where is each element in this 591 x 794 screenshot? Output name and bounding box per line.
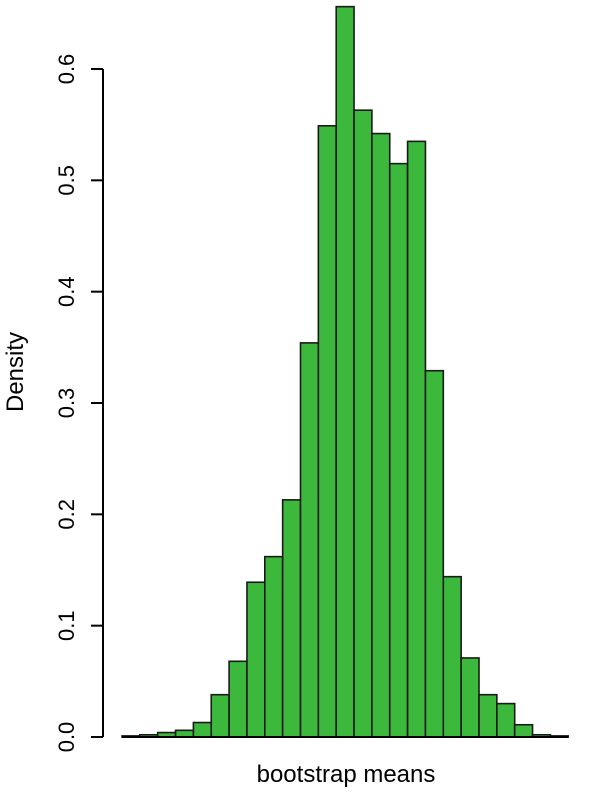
histogram-bar [513,723,534,738]
histogram-bar [388,162,409,738]
y-tick-label: 0.4 [54,276,79,307]
histogram-bar [496,702,516,738]
histogram-bars [121,5,570,738]
histogram-bar [210,693,230,738]
histogram-bar [228,660,248,738]
y-tick-label: 0.5 [54,165,79,196]
histogram-bar [406,140,427,738]
histogram-bar [478,693,498,738]
histogram-bar [281,499,302,738]
y-tick-label: 0.3 [54,388,79,419]
histogram-bar [299,342,320,738]
x-axis-title: bootstrap means [257,761,436,788]
y-tick-label: 0.6 [54,54,79,85]
y-tick-label: 0.2 [54,499,79,530]
histogram-bar [317,124,338,738]
histogram-bar [174,729,195,738]
histogram-bar [263,555,284,738]
y-axis-title: Density [2,332,29,412]
histogram-bar [353,109,373,738]
histogram-bar [246,581,266,738]
histogram-bar [442,575,462,738]
histogram-bar [460,657,480,738]
y-axis: 0.0 0.1 0.2 0.3 0.4 0.5 0.6 [54,54,104,753]
y-tick-label: 0.1 [54,610,79,641]
histogram-bar [371,132,391,738]
histogram-bar [424,369,445,738]
histogram-bar [192,721,213,738]
histogram-bar [335,5,355,738]
y-tick-label: 0.0 [54,722,79,753]
